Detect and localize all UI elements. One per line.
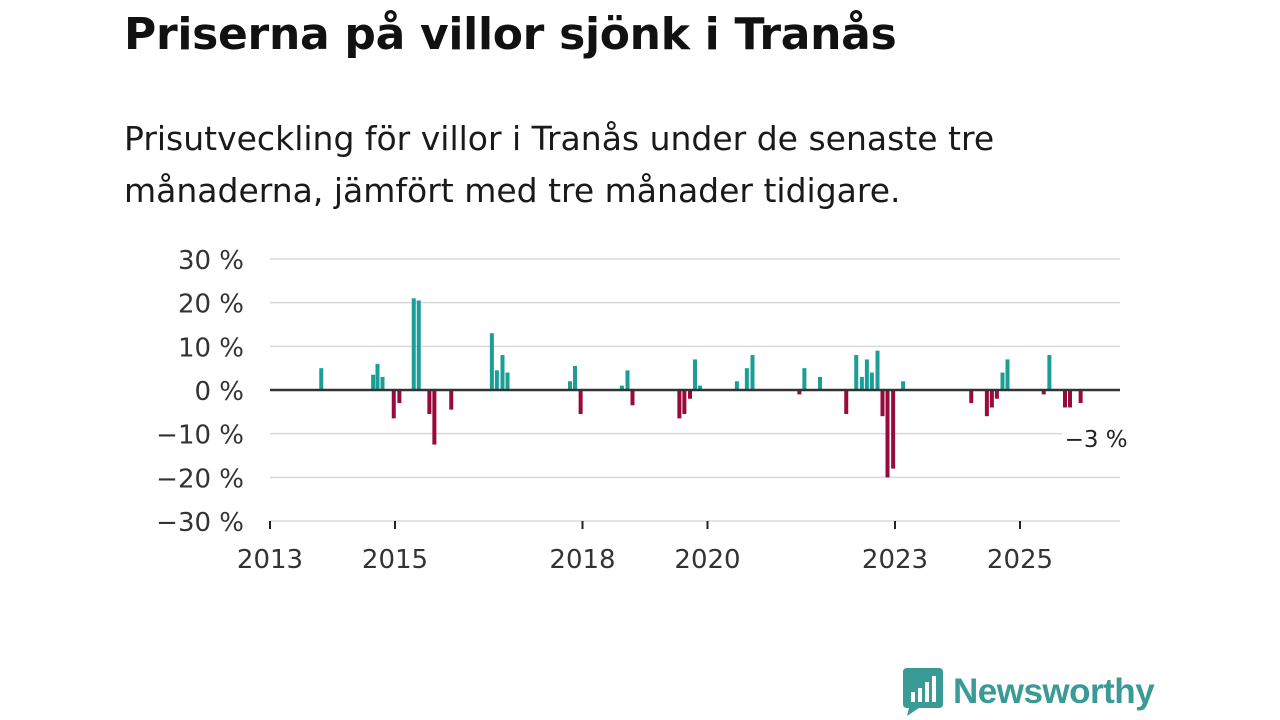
bar xyxy=(1041,390,1046,395)
x-tick-label: 2013 xyxy=(237,545,303,575)
bar xyxy=(489,333,494,390)
y-tick-label: 10 % xyxy=(178,333,244,363)
y-tick-label: 20 % xyxy=(178,290,244,320)
bar xyxy=(568,381,572,390)
bar xyxy=(397,390,402,404)
bar xyxy=(864,359,869,390)
bar xyxy=(494,370,499,390)
bar xyxy=(1000,372,1005,390)
axes xyxy=(269,388,1120,529)
newsworthy-logo: Newsworthy xyxy=(903,668,1155,716)
bar xyxy=(371,374,376,390)
bar xyxy=(677,390,682,419)
bar xyxy=(969,390,974,404)
bar xyxy=(859,376,864,390)
bars xyxy=(319,298,1083,478)
annotation-background xyxy=(1062,425,1131,454)
bar xyxy=(427,390,432,415)
bar xyxy=(989,390,994,408)
bar xyxy=(875,350,880,390)
gridlines xyxy=(270,258,1120,522)
bar xyxy=(802,368,807,390)
bar xyxy=(744,368,749,390)
bar xyxy=(1078,390,1083,404)
bar xyxy=(750,355,755,390)
newsworthy-logo-icon xyxy=(903,668,943,716)
y-tick-label: 0 % xyxy=(194,377,244,407)
bar xyxy=(1063,390,1067,408)
bar xyxy=(380,376,385,390)
bar xyxy=(869,372,874,390)
bar xyxy=(818,376,822,390)
chart-title: Priserna på villor sjönk i Tranås xyxy=(124,9,897,60)
y-tick-label: −10 % xyxy=(156,421,244,451)
bar xyxy=(500,355,505,390)
bar xyxy=(688,390,692,399)
bar xyxy=(994,390,999,399)
x-tick-label: 2020 xyxy=(674,545,740,575)
bar xyxy=(854,355,859,390)
bar xyxy=(901,381,906,390)
bar xyxy=(984,390,989,417)
bar xyxy=(844,390,849,415)
bar xyxy=(319,368,324,390)
x-tick-label: 2025 xyxy=(987,545,1053,575)
y-tick-label: −30 % xyxy=(156,508,244,538)
bar xyxy=(573,365,577,390)
bar xyxy=(416,300,421,390)
bar xyxy=(693,359,697,390)
bar xyxy=(630,390,635,406)
y-tick-label: 30 % xyxy=(178,246,244,276)
bar xyxy=(375,363,380,390)
bar xyxy=(505,372,510,390)
bar xyxy=(682,390,687,415)
bar xyxy=(391,390,396,419)
labels: 30 % 20 % 10 % 0 % −10 % −20 % −30 % 2013 2015 20… xyxy=(156,246,1131,575)
bar xyxy=(734,381,739,390)
bar xyxy=(797,390,802,395)
bar xyxy=(625,370,630,390)
bar xyxy=(432,390,437,445)
bar xyxy=(1047,355,1052,390)
x-tick-label: 2018 xyxy=(549,545,615,575)
bar xyxy=(880,390,885,417)
bar xyxy=(891,390,896,469)
y-tick-label: −20 % xyxy=(156,464,244,494)
bar xyxy=(411,298,416,390)
chart-subtitle: Prisutveckling för villor i Tranås under… xyxy=(124,119,995,210)
x-tick-label: 2023 xyxy=(862,545,928,575)
x-tick-label: 2015 xyxy=(362,545,428,575)
bar xyxy=(578,390,583,415)
bar xyxy=(885,390,890,478)
latest-value-annotation: −3 % xyxy=(1065,427,1128,453)
bar xyxy=(619,385,624,390)
bar xyxy=(698,385,702,390)
bar xyxy=(1068,390,1072,408)
newsworthy-logo-text: Newsworthy xyxy=(953,672,1155,711)
bar xyxy=(449,390,454,410)
bar xyxy=(1005,359,1010,390)
bar-chart: 30 % 20 % 10 % 0 % −10 % −20 % −30 % 2013 2015 20… xyxy=(156,246,1131,575)
